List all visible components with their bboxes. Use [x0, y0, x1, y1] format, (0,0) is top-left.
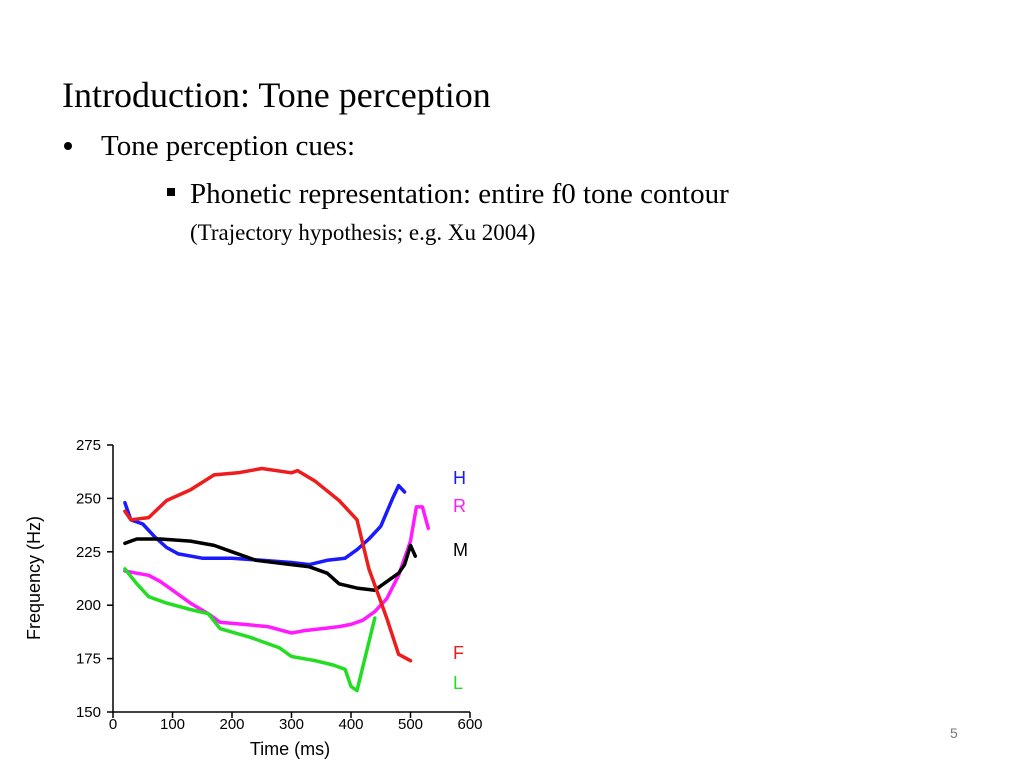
x-axis-label: Time (ms)	[250, 739, 330, 759]
series-line	[123, 466, 413, 663]
y-tick-label: 200	[76, 597, 101, 614]
slide-title: Introduction: Tone perception	[62, 75, 491, 115]
legend-label: F	[453, 643, 464, 663]
page-number: 5	[950, 725, 958, 741]
y-tick-label: 250	[76, 490, 101, 507]
x-tick-label: 0	[109, 716, 117, 733]
note-text: (Trajectory hypothesis; e.g. Xu 2004)	[190, 220, 536, 245]
x-tick-label: 400	[338, 716, 363, 733]
bullet-text: Phonetic representation: entire f0 tone …	[190, 178, 729, 210]
bullet	[64, 142, 72, 150]
series-line	[123, 483, 407, 567]
x-tick-label: 100	[160, 716, 185, 733]
y-tick-label: 175	[76, 651, 101, 668]
y-tick-label: 225	[76, 544, 101, 561]
legend-label: M	[453, 540, 468, 560]
legend-label: L	[453, 673, 463, 693]
series-line	[123, 537, 418, 592]
legend-label: R	[453, 496, 466, 516]
series-line	[123, 505, 431, 635]
y-tick-label: 150	[76, 704, 101, 721]
y-tick-label: 275	[76, 437, 101, 454]
x-tick-label: 500	[398, 716, 423, 733]
sub-bullet	[167, 188, 175, 196]
x-tick-label: 200	[219, 716, 244, 733]
series-line	[123, 567, 377, 693]
x-tick-label: 300	[279, 716, 304, 733]
bullet-text: Tone perception cues:	[101, 130, 356, 162]
legend-label: H	[453, 468, 466, 488]
y-axis-label: Frequency (Hz)	[24, 516, 44, 640]
x-tick-label: 600	[457, 716, 482, 733]
